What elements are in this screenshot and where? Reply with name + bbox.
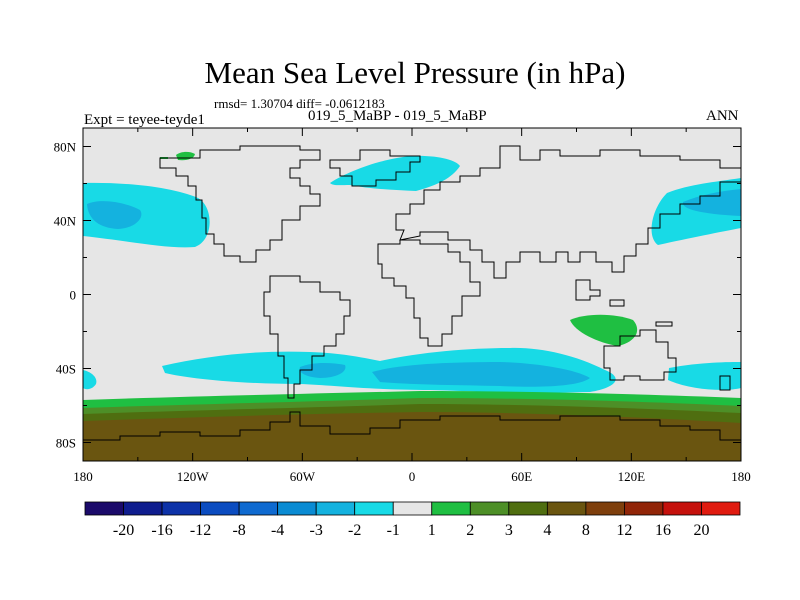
season-label: ANN xyxy=(706,108,739,124)
x-tick-label: 60E xyxy=(511,469,532,484)
chart-title: Mean Sea Level Pressure (in hPa) xyxy=(204,55,626,90)
x-tick-label: 180 xyxy=(731,469,751,484)
y-tick-label: 0 xyxy=(70,288,77,303)
x-tick-label: 180 xyxy=(73,469,93,484)
map-field xyxy=(83,128,741,461)
case-label: 019_5_MaBP - 019_5_MaBP xyxy=(308,108,487,124)
colorbar-label: -12 xyxy=(190,522,211,539)
y-tick-label: 40N xyxy=(54,214,77,229)
colorbar-swatch xyxy=(624,501,664,516)
colorbar-label: 2 xyxy=(466,522,474,539)
x-tick-label: 0 xyxy=(409,469,416,484)
anomaly-npacific-light xyxy=(83,182,210,248)
axes: 180 120W 60W 0 60E 120E 180 80N 40N 0 40S 80S xyxy=(54,128,751,484)
colorbar-swatch xyxy=(200,501,240,516)
colorbar-swatch xyxy=(84,501,124,516)
colorbar-label: 20 xyxy=(693,522,709,539)
anomaly-antarctic-8 xyxy=(83,412,741,461)
colorbar-swatch xyxy=(277,501,317,516)
anomaly-nwpacific-dark xyxy=(682,189,741,216)
colorbar-swatch xyxy=(662,501,702,516)
colorbar-label: -3 xyxy=(310,522,323,539)
colorbar-swatch xyxy=(238,501,279,516)
y-tick-label: 80N xyxy=(54,140,77,155)
colorbar-swatch xyxy=(469,501,510,516)
colorbar-swatch xyxy=(123,501,163,516)
colorbar-label: -20 xyxy=(113,522,134,539)
colorbar-label: -16 xyxy=(151,522,172,539)
anomaly-southern-ocean-west xyxy=(83,370,97,390)
anomaly-npacific-dark xyxy=(87,201,142,229)
coastlines xyxy=(83,145,741,441)
colorbar-swatch xyxy=(431,501,471,516)
colorbar-label: 16 xyxy=(655,522,671,539)
anomaly-southern-ocean-east xyxy=(668,362,741,390)
colorbar-swatch xyxy=(701,501,741,516)
colorbar-label: 12 xyxy=(616,522,632,539)
colorbar-swatch xyxy=(315,501,356,516)
colorbar-label: -4 xyxy=(271,522,284,539)
colorbar: -20 -16 -12 -8 -4 -3 -2 -1 1 2 3 4 8 12 16 20 xyxy=(84,501,741,539)
anomaly-arctic-light xyxy=(330,155,460,191)
y-tick-label: 80S xyxy=(56,436,76,451)
colorbar-label: 3 xyxy=(505,522,513,539)
stats-line: rmsd= 1.30704 diff= -0.0612183 xyxy=(214,96,385,111)
x-tick-label: 120E xyxy=(618,469,646,484)
colorbar-swatch xyxy=(161,501,201,516)
experiment-label: Expt = teyee-teyde1 xyxy=(84,112,205,128)
colorbar-swatch xyxy=(392,501,433,516)
colorbar-swatch xyxy=(546,501,587,516)
colorbar-swatch xyxy=(354,501,394,516)
colorbar-label: 4 xyxy=(543,522,551,539)
colorbar-label: -8 xyxy=(232,522,245,539)
colorbar-label: 8 xyxy=(582,522,590,539)
anomaly-so-dark1 xyxy=(299,362,346,378)
colorbar-label: -2 xyxy=(348,522,361,539)
x-tick-label: 120W xyxy=(177,469,210,484)
anomaly-so-dark2 xyxy=(372,362,590,387)
y-tick-label: 40S xyxy=(56,362,76,377)
colorbar-swatch xyxy=(585,501,625,516)
x-tick-label: 60W xyxy=(290,469,316,484)
colorbar-swatch xyxy=(508,501,548,516)
colorbar-label: 1 xyxy=(428,522,436,539)
colorbar-label: -1 xyxy=(387,522,400,539)
